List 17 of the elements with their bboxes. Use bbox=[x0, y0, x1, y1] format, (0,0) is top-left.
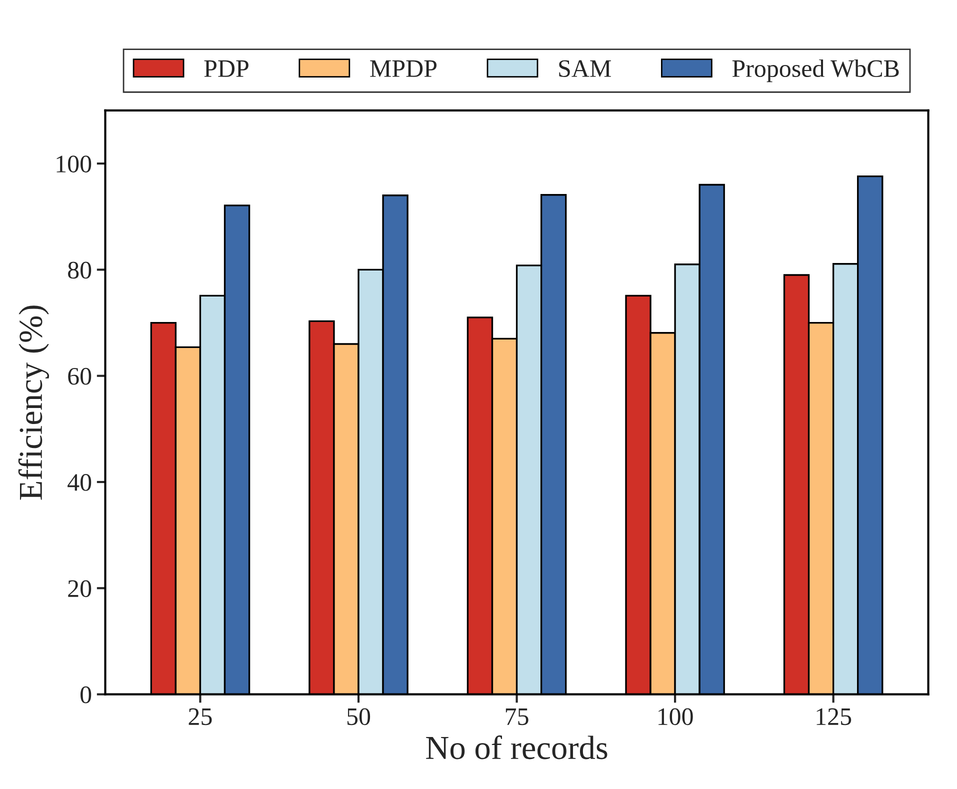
y-tick-label: 100 bbox=[56, 156, 92, 172]
x-axis-title: No of records bbox=[426, 735, 608, 760]
y-tick-label: 80 bbox=[68, 262, 92, 279]
legend-label: Proposed WbCB bbox=[732, 59, 899, 82]
y-tick-label: 40 bbox=[68, 474, 92, 491]
x-tick-label: 100 bbox=[658, 708, 693, 726]
legend-label: PDP bbox=[204, 60, 248, 77]
x-tick-label: 50 bbox=[347, 708, 370, 726]
y-tick-label: 20 bbox=[68, 580, 92, 598]
y-tick-label: 60 bbox=[68, 368, 92, 385]
legend-label: MPDP bbox=[370, 60, 436, 77]
x-tick-label: 25 bbox=[188, 708, 212, 726]
x-tick-label: 75 bbox=[506, 708, 528, 726]
x-tick-label: 125 bbox=[816, 708, 852, 726]
legend-label: SAM bbox=[559, 60, 611, 78]
y-axis-title: Efficiency (%) bbox=[18, 306, 50, 500]
y-tick-label: 0 bbox=[80, 686, 92, 704]
